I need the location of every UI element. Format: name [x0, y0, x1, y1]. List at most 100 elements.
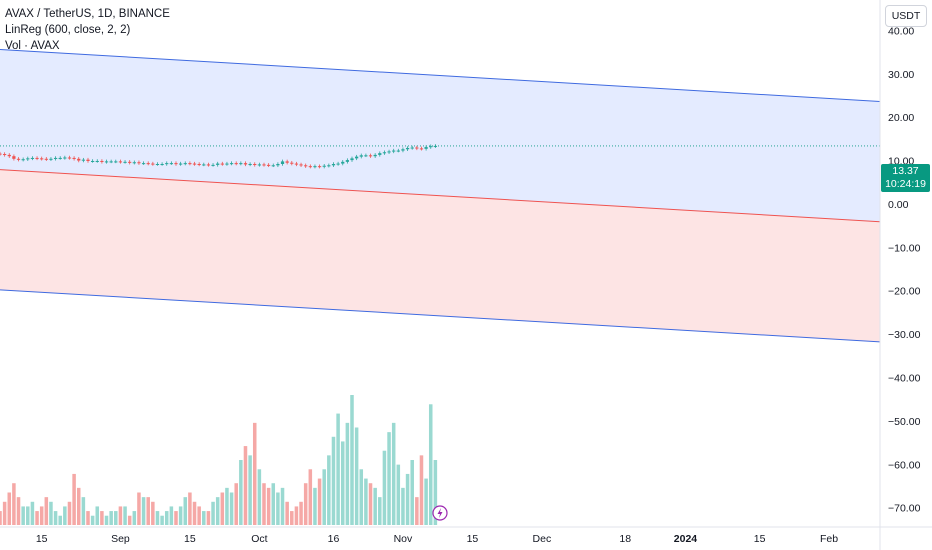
lower-channel-line	[0, 289, 881, 343]
volume-bar	[95, 506, 100, 525]
candle-body	[44, 158, 48, 160]
volume-series	[0, 395, 438, 525]
volume-bar	[276, 492, 280, 525]
volume-bar	[391, 422, 396, 525]
volume-bar	[359, 469, 364, 525]
indicator-linreg[interactable]: LinReg (600, close, 2, 2)	[5, 24, 131, 36]
volume-bar	[35, 511, 39, 525]
symbol-title[interactable]: AVAX / TetherUS, 1D, BINANCE	[5, 8, 170, 20]
chart-legend: AVAX / TetherUS, 1D, BINANCE LinReg (600…	[5, 6, 170, 54]
volume-bar	[0, 511, 2, 525]
volume-bar	[308, 469, 313, 525]
candle-body	[364, 155, 368, 157]
volume-bar	[280, 487, 285, 525]
time-tick-label: 15	[754, 533, 766, 545]
flash-icon[interactable]	[432, 505, 448, 521]
price-tick-label: −10.00	[888, 242, 921, 254]
volume-bar	[174, 511, 178, 525]
volume-bar	[127, 515, 132, 525]
candle-body	[322, 165, 326, 167]
volume-bar	[86, 511, 90, 525]
price-tick-label: 0.00	[888, 199, 909, 211]
candle-body	[128, 161, 132, 163]
volume-bar	[100, 511, 104, 525]
candle-body	[234, 163, 238, 165]
candle-body	[229, 163, 234, 165]
candle-body	[410, 147, 414, 149]
volume-bar	[220, 492, 225, 525]
candle-body	[276, 164, 280, 166]
volume-bar	[39, 506, 44, 525]
volume-bar	[104, 515, 109, 525]
regression-channel	[0, 48, 881, 343]
upper-channel-fill	[0, 49, 880, 222]
candle-body	[206, 164, 211, 166]
candle-body	[225, 163, 229, 165]
candle-body	[378, 153, 382, 155]
volume-bar	[239, 460, 243, 525]
volume-bar	[118, 506, 123, 525]
volume-bar	[401, 487, 405, 525]
volume-bar	[299, 501, 303, 525]
volume-bar	[382, 450, 387, 525]
volume-bar	[415, 497, 419, 525]
volume-bar	[160, 515, 164, 525]
time-tick-label: 18	[619, 533, 631, 545]
candle-body	[368, 155, 373, 157]
volume-bar	[345, 422, 350, 525]
time-tick-label: 15	[467, 533, 479, 545]
candle-body	[26, 158, 30, 160]
volume-bar	[12, 483, 16, 525]
candle-body	[373, 154, 377, 157]
price-tick-label: 20.00	[888, 112, 914, 124]
candle-body	[40, 158, 44, 160]
price-tick-label: −70.00	[888, 503, 921, 515]
volume-bar	[248, 455, 252, 525]
candle-body	[239, 163, 243, 165]
volume-bar	[234, 483, 238, 525]
candle-body	[405, 147, 410, 150]
candle-body	[243, 163, 248, 165]
currency-button[interactable]: USDT	[885, 5, 927, 27]
candle-body	[35, 157, 39, 159]
candle-body	[137, 162, 141, 164]
candle-body	[3, 154, 7, 156]
volume-bar	[114, 511, 118, 525]
time-axis[interactable]: 15 Sep 15 Oct 16 Nov 15 Dec 18 2024 15 Feb	[0, 526, 932, 545]
volume-bar	[354, 427, 359, 525]
candle-body	[183, 163, 187, 165]
indicator-volume[interactable]: Vol · AVAX	[5, 40, 60, 52]
price-axis[interactable]: 40.0030.0020.0010.000.00−10.00−20.00−30.…	[879, 0, 921, 550]
candle-body	[188, 163, 192, 165]
volume-bar	[16, 497, 21, 525]
volume-bar	[188, 492, 192, 525]
volume-bar	[132, 511, 137, 525]
volume-bar	[225, 487, 229, 525]
candle-body	[387, 151, 391, 153]
volume-bar	[183, 497, 188, 525]
candle-body	[21, 159, 25, 161]
volume-bar	[63, 506, 67, 525]
candle-body	[280, 161, 285, 165]
volume-bar	[155, 511, 160, 525]
volume-bar	[164, 511, 169, 525]
candle-body	[67, 157, 72, 159]
volume-bar	[109, 511, 113, 525]
candle-body	[7, 154, 11, 157]
volume-bar	[387, 432, 391, 525]
candle-body	[192, 163, 197, 165]
candle-body	[220, 163, 224, 165]
time-tick-label: Oct	[251, 533, 267, 545]
volume-bar	[58, 515, 62, 525]
volume-bar	[67, 501, 72, 525]
upper-channel-line	[0, 48, 881, 103]
candle-body	[49, 158, 53, 160]
candle-body	[396, 150, 400, 152]
volume-bar	[151, 501, 155, 525]
candle-body	[77, 158, 81, 161]
volume-bar	[26, 506, 30, 525]
price-tick-label: −60.00	[888, 459, 921, 471]
time-tick-label: Nov	[394, 533, 413, 545]
candle-body	[0, 153, 2, 155]
